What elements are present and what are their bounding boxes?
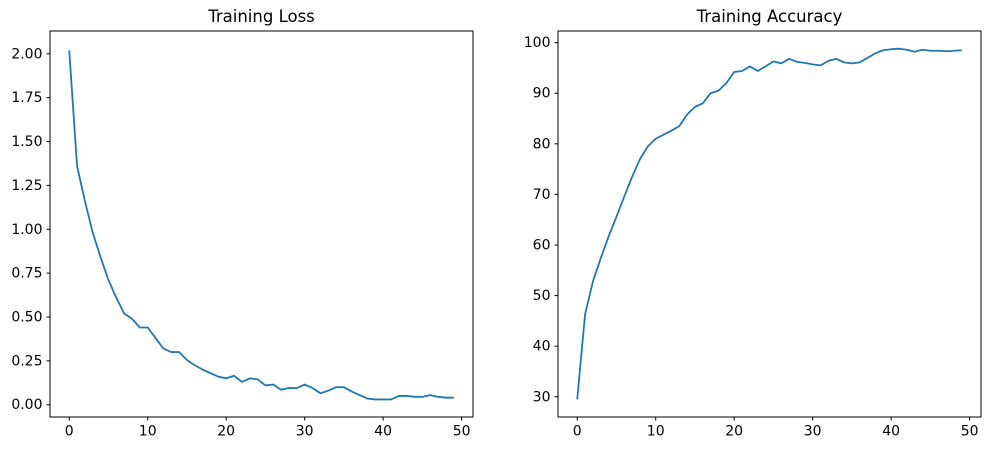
y-tick-label: 0.00 — [11, 397, 42, 413]
y-tick-label: 60 — [533, 237, 551, 253]
y-tick-label: 2.00 — [11, 46, 42, 62]
x-tick-label: 20 — [725, 424, 743, 440]
y-tick-label: 90 — [533, 86, 551, 102]
x-tick-label: 30 — [804, 424, 822, 440]
x-tick-label: 40 — [374, 424, 392, 440]
y-tick-label: 0.50 — [11, 309, 42, 325]
left-chart-title: Training Loss — [207, 7, 315, 26]
y-tick-label: 30 — [533, 389, 551, 405]
axes-spines — [557, 30, 982, 418]
axes-spines — [49, 30, 474, 418]
accuracy-axes: 0 10 20 30 40 50 30 40 50 60 70 80 90 100 — [524, 30, 982, 440]
y-tick-label: 1.75 — [11, 90, 42, 106]
x-tick-label: 50 — [961, 424, 979, 440]
x-tick-label: 10 — [647, 424, 665, 440]
x-tick-label: 0 — [573, 424, 582, 440]
y-tick-label: 0.25 — [11, 353, 42, 369]
x-tick-label: 20 — [217, 424, 235, 440]
y-tick-label: 1.50 — [11, 134, 42, 150]
right-chart-title: Training Accuracy — [696, 7, 843, 26]
y-tick-label: 1.25 — [11, 178, 42, 194]
y-tick-label: 50 — [533, 288, 551, 304]
loss-line — [68, 50, 454, 401]
y-tick-label: 40 — [533, 339, 551, 355]
x-tick-label: 10 — [139, 424, 157, 440]
y-tick-label: 100 — [524, 35, 551, 51]
y-tick-label: 70 — [533, 187, 551, 203]
x-tick-label: 40 — [882, 424, 900, 440]
y-tick-label: 80 — [533, 136, 551, 152]
x-tick-label: 50 — [453, 424, 471, 440]
y-tick-label: 1.00 — [11, 222, 42, 238]
accuracy-line — [576, 47, 962, 400]
x-tick-label: 0 — [65, 424, 74, 440]
y-tick-label: 0.75 — [11, 266, 42, 282]
x-tick-label: 30 — [296, 424, 314, 440]
loss-axes: 0 10 20 30 40 50 0.00 0.25 0.50 0.75 1.00 1.25 1.50 1… — [11, 30, 474, 440]
